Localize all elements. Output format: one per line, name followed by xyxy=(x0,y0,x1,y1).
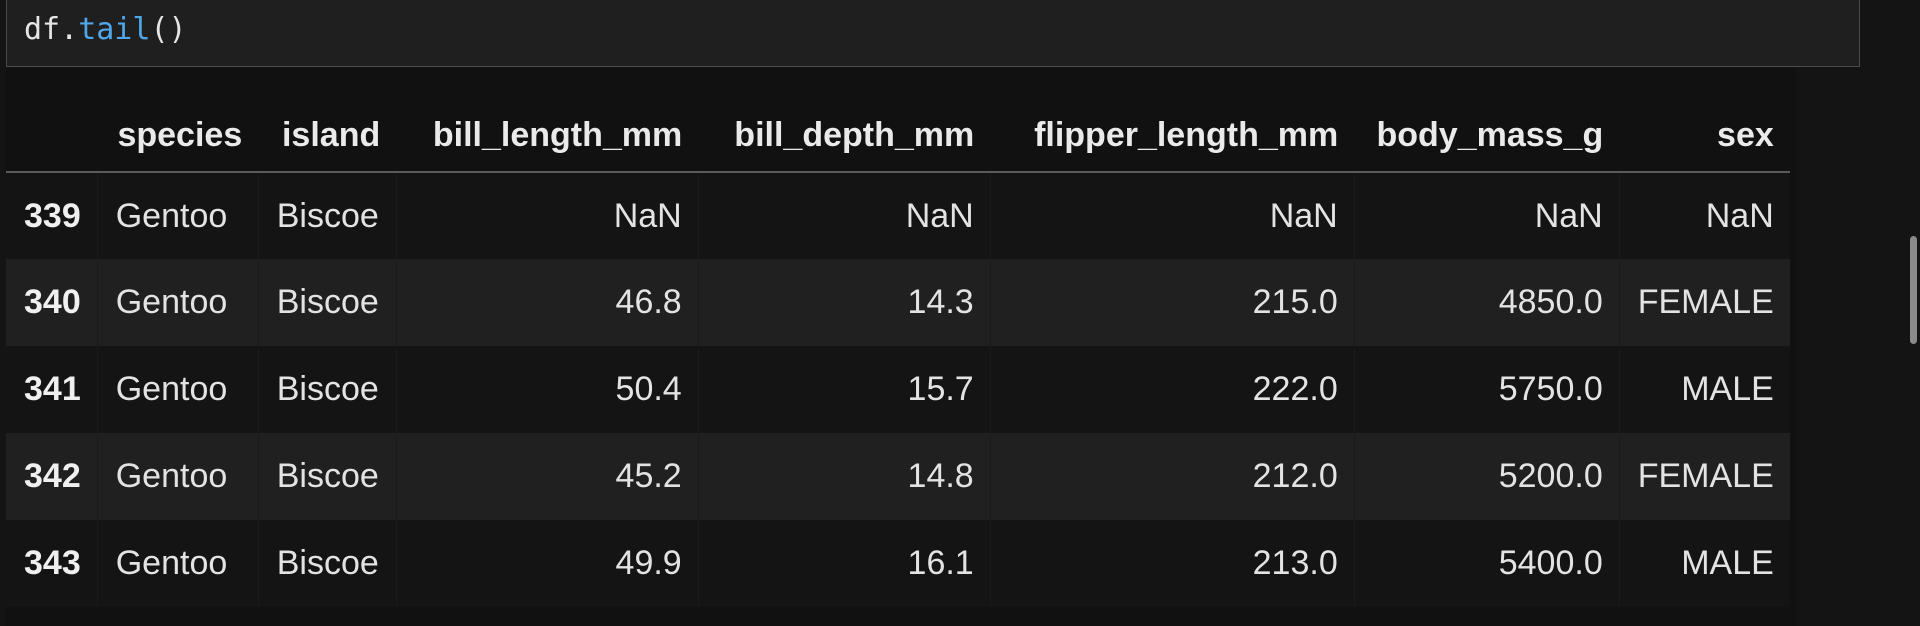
cell-bill-depth-mm: 15.7 xyxy=(697,346,991,433)
cell-output: species island bill_length_mm bill_depth… xyxy=(6,68,1796,626)
cell-sex: MALE xyxy=(1618,346,1790,433)
scrollbar-thumb[interactable] xyxy=(1910,236,1917,344)
code-method: tail xyxy=(78,12,151,47)
dataframe-table: species island bill_length_mm bill_depth… xyxy=(6,101,1790,607)
table-row: 339 Gentoo Biscoe NaN NaN NaN NaN NaN xyxy=(6,172,1790,259)
cell-sex: NaN xyxy=(1618,172,1790,259)
row-index: 343 xyxy=(24,544,81,582)
cell-island: Biscoe xyxy=(257,346,397,433)
cell-species: Gentoo xyxy=(96,520,259,607)
code-object: df xyxy=(24,12,61,47)
cell-body-mass-g: 4850.0 xyxy=(1353,259,1620,346)
table-row: 340 Gentoo Biscoe 46.8 14.3 215.0 4850.0… xyxy=(6,259,1790,346)
cell-bill-length-mm: 50.4 xyxy=(395,346,699,433)
column-header-flipper-length-mm: flipper_length_mm xyxy=(990,101,1355,173)
cell-body-mass-g: 5400.0 xyxy=(1353,520,1620,607)
cell-sex: MALE xyxy=(1618,520,1790,607)
header-row: species island bill_length_mm bill_depth… xyxy=(6,101,1790,173)
row-index: 340 xyxy=(24,283,81,321)
cell-flipper-length-mm: NaN xyxy=(989,172,1355,259)
cell-species: Gentoo xyxy=(96,172,259,259)
table-row: 342 Gentoo Biscoe 45.2 14.8 212.0 5200.0… xyxy=(6,433,1790,520)
row-index: 339 xyxy=(24,196,81,235)
table-row: 343 Gentoo Biscoe 49.9 16.1 213.0 5400.0… xyxy=(6,520,1790,607)
cell-island: Biscoe xyxy=(257,520,397,607)
cell-species: Gentoo xyxy=(96,259,259,346)
cell-body-mass-g: 5200.0 xyxy=(1353,433,1620,520)
code-dot: . xyxy=(60,12,79,47)
cell-body-mass-g: 5750.0 xyxy=(1353,346,1620,433)
column-header-bill-length-mm: bill_length_mm xyxy=(396,101,699,173)
cell-bill-depth-mm: 16.1 xyxy=(697,520,991,607)
cell-bill-length-mm: 45.2 xyxy=(395,433,699,520)
code-cell[interactable]: df.tail() xyxy=(6,0,1860,67)
cell-flipper-length-mm: 212.0 xyxy=(989,433,1355,520)
cell-sex: FEMALE xyxy=(1618,433,1790,520)
row-index: 341 xyxy=(24,370,81,408)
column-header-sex: sex xyxy=(1619,101,1790,173)
column-header-island: island xyxy=(258,101,397,173)
table-body: 339 Gentoo Biscoe NaN NaN NaN NaN NaN 34… xyxy=(6,172,1790,607)
cell-island: Biscoe xyxy=(257,259,397,346)
cell-flipper-length-mm: 222.0 xyxy=(989,346,1355,433)
cell-body-mass-g: NaN xyxy=(1353,172,1620,259)
cell-sex: FEMALE xyxy=(1618,259,1790,346)
cell-species: Gentoo xyxy=(96,433,259,520)
table-header: species island bill_length_mm bill_depth… xyxy=(6,101,1790,173)
vertical-scrollbar[interactable] xyxy=(1906,0,1920,626)
cell-bill-depth-mm: NaN xyxy=(697,172,991,259)
cell-flipper-length-mm: 213.0 xyxy=(989,520,1355,607)
code-line[interactable]: df.tail() xyxy=(24,8,187,52)
index-header xyxy=(6,101,98,173)
cell-species: Gentoo xyxy=(96,346,259,433)
table-row: 341 Gentoo Biscoe 50.4 15.7 222.0 5750.0… xyxy=(6,346,1790,433)
row-index: 342 xyxy=(24,457,81,495)
cell-bill-length-mm: NaN xyxy=(395,172,699,259)
cell-bill-length-mm: 49.9 xyxy=(395,520,699,607)
cell-island: Biscoe xyxy=(257,172,397,259)
column-header-body-mass-g: body_mass_g xyxy=(1354,101,1620,173)
cell-bill-length-mm: 46.8 xyxy=(395,259,699,346)
code-parens: () xyxy=(150,12,187,47)
column-header-bill-depth-mm: bill_depth_mm xyxy=(698,101,991,173)
column-header-species: species xyxy=(97,101,259,173)
cell-bill-depth-mm: 14.8 xyxy=(697,433,991,520)
cell-island: Biscoe xyxy=(257,433,397,520)
cell-bill-depth-mm: 14.3 xyxy=(697,259,991,346)
cell-flipper-length-mm: 215.0 xyxy=(989,259,1355,346)
